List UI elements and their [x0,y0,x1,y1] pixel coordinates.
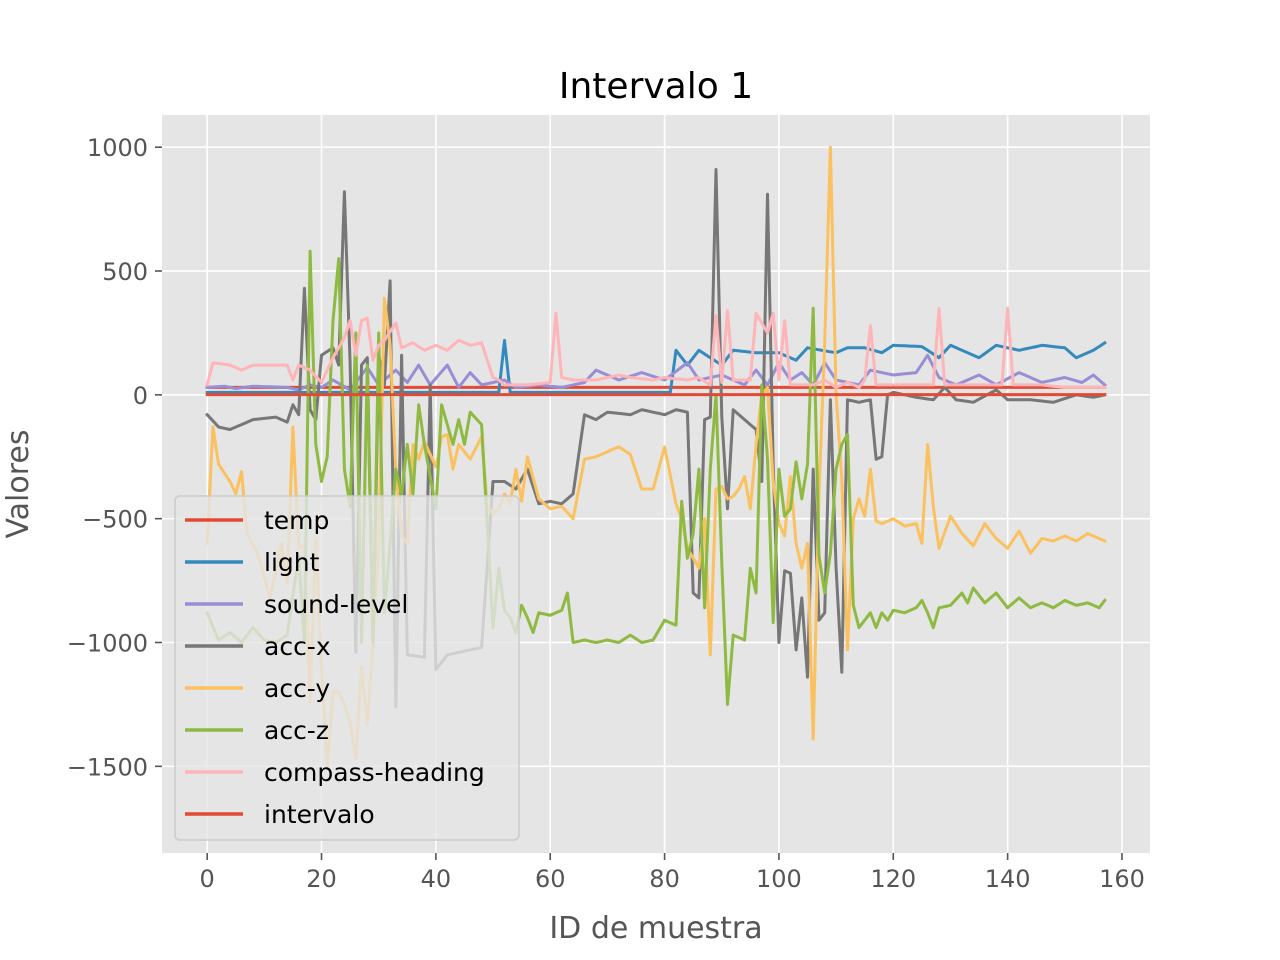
legend-box [174,495,520,841]
x-tick-label-3: 60 [535,865,566,893]
x-tick-label-5: 100 [756,865,802,893]
x-tick-label-8: 160 [1099,865,1145,893]
legend-label-acc-z: acc-z [264,716,329,745]
series-line-acc-z [205,249,1107,706]
x-tick-label-0: 0 [200,865,215,893]
y-tick-label-2: 0 [133,382,148,410]
series-line-compass-heading [205,306,1107,389]
x-tick-label-4: 80 [649,865,680,893]
y-tick-label-4: −1000 [67,629,148,657]
y-tick-label-0: 1000 [87,134,148,162]
x-tick-label-7: 140 [985,865,1031,893]
legend-label-temp: temp [264,506,329,535]
chart-title: Intervalo 1 [559,66,753,107]
legend-label-intervalo: intervalo [264,800,375,829]
legend-label-acc-y: acc-y [264,674,330,703]
y-tick-label-3: −500 [82,506,148,534]
y-tick-label-1: 500 [102,258,148,286]
x-axis-label: ID de muestra [549,911,762,946]
x-tick-label-1: 20 [306,865,337,893]
legend-label-compass-heading: compass-heading [264,758,485,787]
legend-label-sound-level: sound-level [264,590,408,619]
legend: temp light sound-level acc-x acc-y acc-z compa… [174,495,520,841]
grid-lines [162,115,1150,853]
axis-ticks: 0 20 40 60 80 100 120 140 160 1000 500 0 −500 −1000 −1… [67,134,1145,893]
legend-label-light: light [264,548,320,577]
legend-label-acc-x: acc-x [264,632,331,661]
x-tick-label-2: 40 [421,865,452,893]
y-tick-label-5: −1500 [67,753,148,781]
y-axis-label: Valores [1,429,36,538]
x-tick-label-6: 120 [870,865,916,893]
